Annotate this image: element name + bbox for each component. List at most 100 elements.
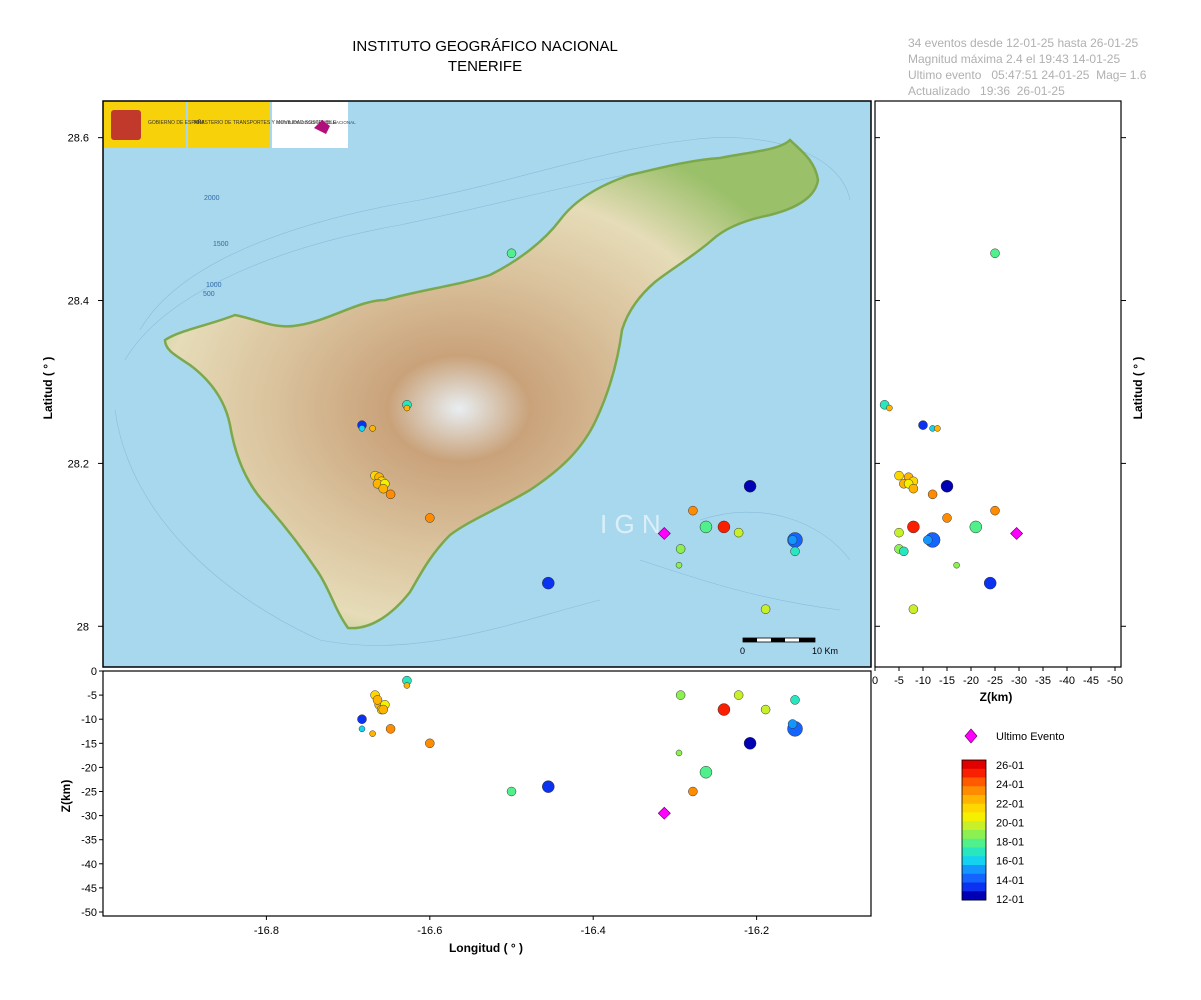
depth-tick-label: -45 [81,883,97,895]
depth-event-point [990,505,1000,516]
depth-event-point [787,719,798,729]
logo-ministry-text: MINISTERIO DE TRANSPORTES Y MOVILIDAD SO… [194,120,337,126]
depth-event-point [927,489,938,500]
depth-event-point [990,248,1000,259]
map-event-point [385,489,396,500]
tenerife-island [163,138,820,630]
color-scale-segment [962,812,986,822]
color-scale-segment [962,873,986,883]
color-scale-segment [962,830,986,840]
depth-tick-label: -35 [81,835,97,847]
depth-tick-label: -25 [81,787,97,799]
lat-tick-label: 28.6 [68,133,89,145]
depth-tick-label: -15 [81,738,97,750]
color-scale-label: 12-01 [996,894,1024,906]
map-event-point [542,576,555,590]
depth-event-point [908,604,919,614]
info-last-event: Ultimo evento 05:47:51 24-01-25 Mag= 1.6 [908,68,1147,82]
spain-coat-of-arms-icon [111,110,141,140]
depth-tick-label: -10 [81,714,97,726]
depth-event-point [969,520,983,534]
svg-text:1500: 1500 [213,241,229,248]
map-event-point [403,404,411,412]
x-axis-label: Longitud ( ° ) [449,941,523,955]
color-scale-label: 22-01 [996,798,1024,810]
info-updated: Actualizado 19:36 26-01-25 [908,84,1065,98]
depth-event-point [908,483,919,494]
scale-start: 0 [740,646,745,656]
map-event-point [506,248,517,259]
last-event-marker-icon [964,728,978,744]
map-event-point [760,604,771,614]
scale-end: 10 Km [812,646,838,656]
scale-bar: 0 10 Km [740,637,838,656]
depth-event-point [506,786,517,797]
depth-event-point [358,725,366,733]
depth-tick-label: -50 [81,907,97,919]
map-event-point [787,535,798,545]
date-color-scale: 26-01 24-01 22-01 20-01 18-01 16-01 14-01 12-01 [961,759,1024,906]
y-axis-label-right: Latitud ( ° ) [1131,357,1145,420]
logo-ign-text: INSTITUTO GEOGRÁFICO NACIONAL [276,119,356,125]
depth-event-point [385,724,396,734]
lon-tick-label: -16.4 [581,925,606,937]
map-event-point [743,479,757,493]
color-scale-segment [962,803,986,813]
color-scale-segment [962,786,986,796]
color-scale-segment [962,838,986,848]
info-max-magnitude: Magnitud máxima 2.4 el 19:43 14-01-25 [908,52,1121,66]
depth-tick-label: 0 [91,666,97,678]
legend: Ultimo Evento 26-01 24-01 22-01 20-01 18-01 1… [961,728,1064,906]
depth-event-point [790,695,800,705]
depth-event-point [918,420,928,430]
depth-tick-label: -25 [987,675,1003,687]
depth-tick-label: -40 [81,859,97,871]
depth-event-point [940,479,954,493]
bottom-depth-panel [102,670,872,917]
color-scale-segment [962,777,986,787]
depth-event-point [894,527,904,538]
color-scale-segment [962,795,986,805]
color-scale-segment [962,856,986,866]
axis-ticks: 28.6 28.4 28.2 28 -16.8 -16.6 -16.4 -16.2 0 0 -5 -5… [68,133,1126,937]
depth-tick-label: -35 [1035,675,1051,687]
depth-axis-label: Z(km) [59,780,73,813]
depth-tick-label: -50 [1107,675,1123,687]
depth-event-point [378,704,388,715]
color-scale-segment [962,821,986,831]
ign-watermark: I G N [600,509,661,539]
color-scale-segment [962,768,986,778]
ign-logo-icon [314,120,330,134]
map-event-point [675,561,683,569]
map-event-point [369,425,376,432]
last-event-marker [1010,526,1024,540]
map-event-point [675,544,686,554]
depth-event-point [733,690,744,700]
color-scale-segment [962,847,986,857]
color-scale-label: 14-01 [996,875,1024,887]
contour-labels: 2000 1500 1000 500 [203,195,229,298]
map-frame [102,100,872,668]
depth-event-point [425,738,435,749]
legend-last-event-label: Ultimo Evento [996,731,1064,743]
map-event-point [688,505,698,516]
color-scale-segment [962,882,986,892]
logo-gov-text: GOBIERNO DE ESPAÑA [148,119,205,126]
depth-tick-label: -5 [87,690,97,702]
depth-event-point [934,425,941,432]
depth-event-point [899,546,909,557]
depth-event-point [953,561,960,569]
depth-event-point [983,576,997,590]
svg-text:1000: 1000 [206,282,222,289]
depth-tick-label: 0 [872,675,878,687]
color-scale-label: 16-01 [996,856,1024,868]
last-event-marker [657,526,671,540]
color-scale-label: 26-01 [996,760,1024,772]
lon-tick-label: -16.2 [744,925,769,937]
depth-tick-label: -45 [1083,675,1099,687]
depth-tick-label: -40 [1059,675,1075,687]
info-events: 34 eventos desde 12-01-25 hasta 26-01-25 [908,36,1139,50]
depth-event-point [699,765,713,779]
color-scale-segment [962,891,986,901]
